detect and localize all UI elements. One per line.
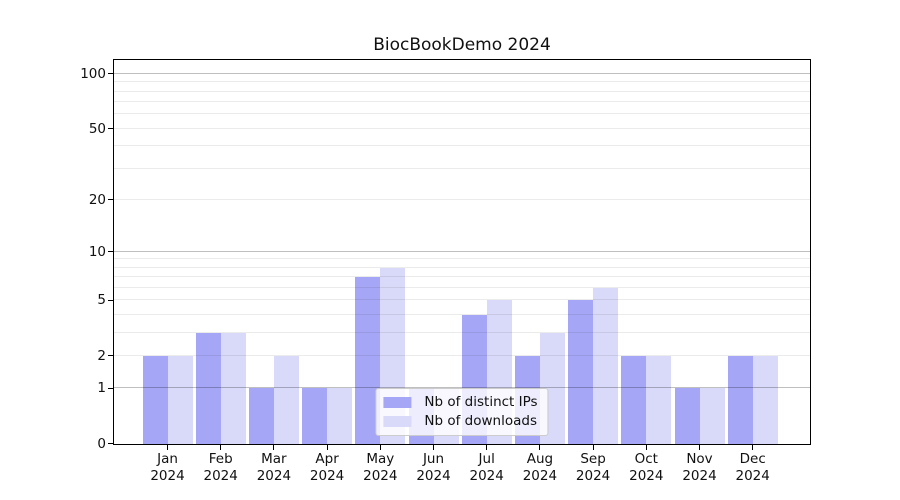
x-axis-tick — [379, 445, 381, 450]
x-axis-label: Jun 2024 — [416, 451, 451, 484]
plot-area: Nb of distinct IPs Nb of downloads 0 1 2 5 1… — [80, 59, 811, 484]
y-axis-tick — [108, 355, 113, 357]
bar — [621, 355, 647, 444]
legend-item-downloads: Nb of downloads — [383, 414, 537, 428]
x-axis-tick — [273, 445, 275, 450]
y-axis-tick-label: 20 — [88, 191, 106, 208]
bar — [727, 355, 753, 444]
gridline — [114, 101, 810, 103]
y-axis-tick — [108, 251, 113, 253]
bar — [646, 355, 672, 444]
x-axis-tick — [326, 445, 328, 450]
y-axis-tick-label: 0 — [97, 436, 106, 452]
y-axis-tick — [108, 387, 113, 389]
x-axis-tick — [486, 445, 488, 450]
gridline — [114, 266, 810, 268]
gridline — [114, 145, 810, 147]
gridline — [114, 299, 810, 301]
bar — [142, 355, 168, 444]
gridline — [114, 127, 810, 129]
y-axis-tick-label: 10 — [88, 243, 106, 260]
gridline — [114, 113, 810, 115]
x-axis-label: Oct 2024 — [629, 451, 664, 484]
y-axis-tick-label: 1 — [97, 380, 106, 397]
gridline — [114, 81, 810, 83]
x-axis-label: May 2024 — [363, 451, 398, 484]
x-axis-tick — [539, 445, 541, 450]
x-axis-tick — [645, 445, 647, 450]
x-axis-label: Jan 2024 — [150, 451, 185, 484]
x-axis-label: Mar 2024 — [256, 451, 292, 484]
legend-swatch-distinct-ips — [383, 396, 412, 408]
legend-swatch-downloads — [383, 415, 412, 427]
gridline — [114, 90, 810, 92]
bar — [167, 355, 193, 444]
gridline — [114, 276, 810, 278]
x-axis-label: Feb 2024 — [203, 451, 238, 484]
gridline — [114, 250, 810, 252]
bar — [699, 388, 725, 444]
bar — [593, 287, 619, 444]
bar — [248, 388, 274, 444]
bar — [327, 388, 353, 444]
bar — [752, 355, 778, 444]
x-axis-label: Aug 2024 — [522, 451, 558, 484]
bar — [220, 332, 246, 444]
gridline — [114, 286, 810, 288]
y-axis-tick — [108, 299, 113, 301]
y-axis-tick — [108, 199, 113, 201]
x-axis-tick — [433, 445, 434, 450]
y-axis-tick — [108, 443, 113, 444]
x-axis-label: Jul 2024 — [469, 451, 504, 484]
y-axis-tick — [108, 73, 113, 75]
gridline — [114, 258, 810, 260]
gridline — [114, 72, 810, 74]
bar — [195, 332, 221, 444]
legend: Nb of distinct IPs Nb of downloads — [375, 388, 549, 436]
x-axis-tick — [699, 445, 700, 450]
y-axis-tick-label: 2 — [97, 347, 106, 364]
y-axis-tick-label: 100 — [80, 65, 106, 82]
legend-label-distinct-ips: Nb of distinct IPs — [424, 394, 538, 410]
x-axis-tick — [752, 445, 754, 450]
bar — [674, 388, 700, 444]
x-axis-label: Apr 2024 — [309, 451, 345, 484]
bar — [302, 388, 328, 444]
bar — [568, 300, 594, 444]
x-axis-label: Nov 2024 — [682, 451, 717, 484]
y-axis-tick — [108, 128, 113, 130]
y-axis-tick-label: 5 — [97, 292, 106, 309]
x-axis-label: Sep 2024 — [575, 451, 611, 484]
bar — [273, 355, 299, 444]
gridline — [114, 198, 810, 200]
gridline — [114, 167, 810, 169]
x-axis-label: Dec 2024 — [735, 451, 770, 484]
chart-title: BiocBookDemo 2024 — [373, 35, 551, 55]
x-axis-tick — [592, 445, 594, 450]
x-axis-tick — [220, 445, 222, 450]
x-axis-tick — [167, 445, 168, 450]
legend-item-distinct-ips: Nb of distinct IPs — [383, 394, 538, 410]
legend-label-downloads: Nb of downloads — [424, 413, 537, 429]
y-axis-tick-label: 50 — [88, 120, 106, 137]
